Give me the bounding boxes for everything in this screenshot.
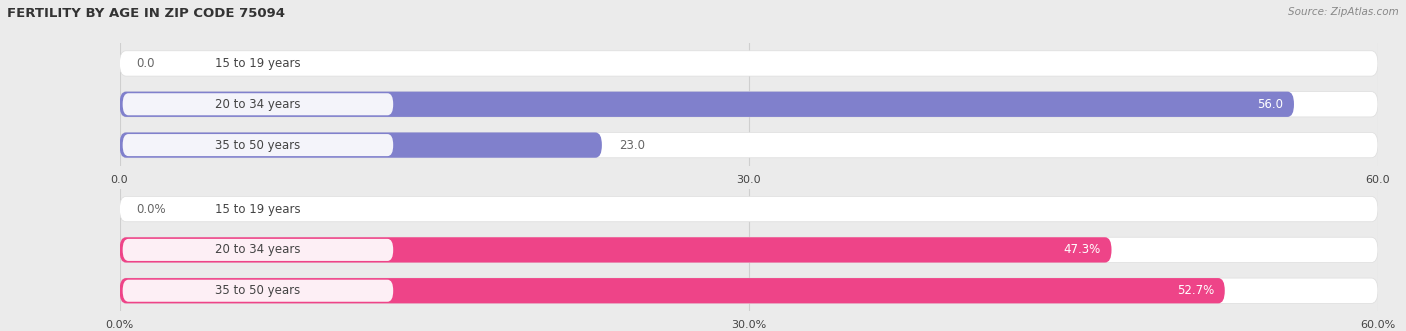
FancyBboxPatch shape: [122, 134, 394, 156]
Text: 35 to 50 years: 35 to 50 years: [215, 139, 301, 152]
FancyBboxPatch shape: [122, 280, 394, 302]
Text: 15 to 19 years: 15 to 19 years: [215, 203, 301, 215]
FancyBboxPatch shape: [122, 198, 394, 220]
FancyBboxPatch shape: [120, 278, 1378, 304]
FancyBboxPatch shape: [122, 239, 394, 261]
FancyBboxPatch shape: [120, 278, 1225, 304]
FancyBboxPatch shape: [120, 51, 1378, 76]
FancyBboxPatch shape: [120, 132, 1378, 158]
FancyBboxPatch shape: [122, 52, 394, 74]
Text: 47.3%: 47.3%: [1064, 243, 1101, 257]
Text: 23.0: 23.0: [619, 139, 645, 152]
Text: 0.0: 0.0: [136, 57, 155, 70]
FancyBboxPatch shape: [120, 196, 1378, 222]
Text: 0.0%: 0.0%: [136, 203, 166, 215]
Text: 35 to 50 years: 35 to 50 years: [215, 284, 301, 297]
FancyBboxPatch shape: [120, 92, 1294, 117]
Text: 56.0: 56.0: [1257, 98, 1284, 111]
Text: 52.7%: 52.7%: [1177, 284, 1215, 297]
FancyBboxPatch shape: [122, 93, 394, 115]
Text: 20 to 34 years: 20 to 34 years: [215, 98, 301, 111]
Text: Source: ZipAtlas.com: Source: ZipAtlas.com: [1288, 7, 1399, 17]
Text: 15 to 19 years: 15 to 19 years: [215, 57, 301, 70]
FancyBboxPatch shape: [120, 132, 602, 158]
Text: 20 to 34 years: 20 to 34 years: [215, 243, 301, 257]
FancyBboxPatch shape: [120, 237, 1378, 262]
Text: FERTILITY BY AGE IN ZIP CODE 75094: FERTILITY BY AGE IN ZIP CODE 75094: [7, 7, 285, 20]
FancyBboxPatch shape: [120, 237, 1112, 262]
FancyBboxPatch shape: [120, 92, 1378, 117]
